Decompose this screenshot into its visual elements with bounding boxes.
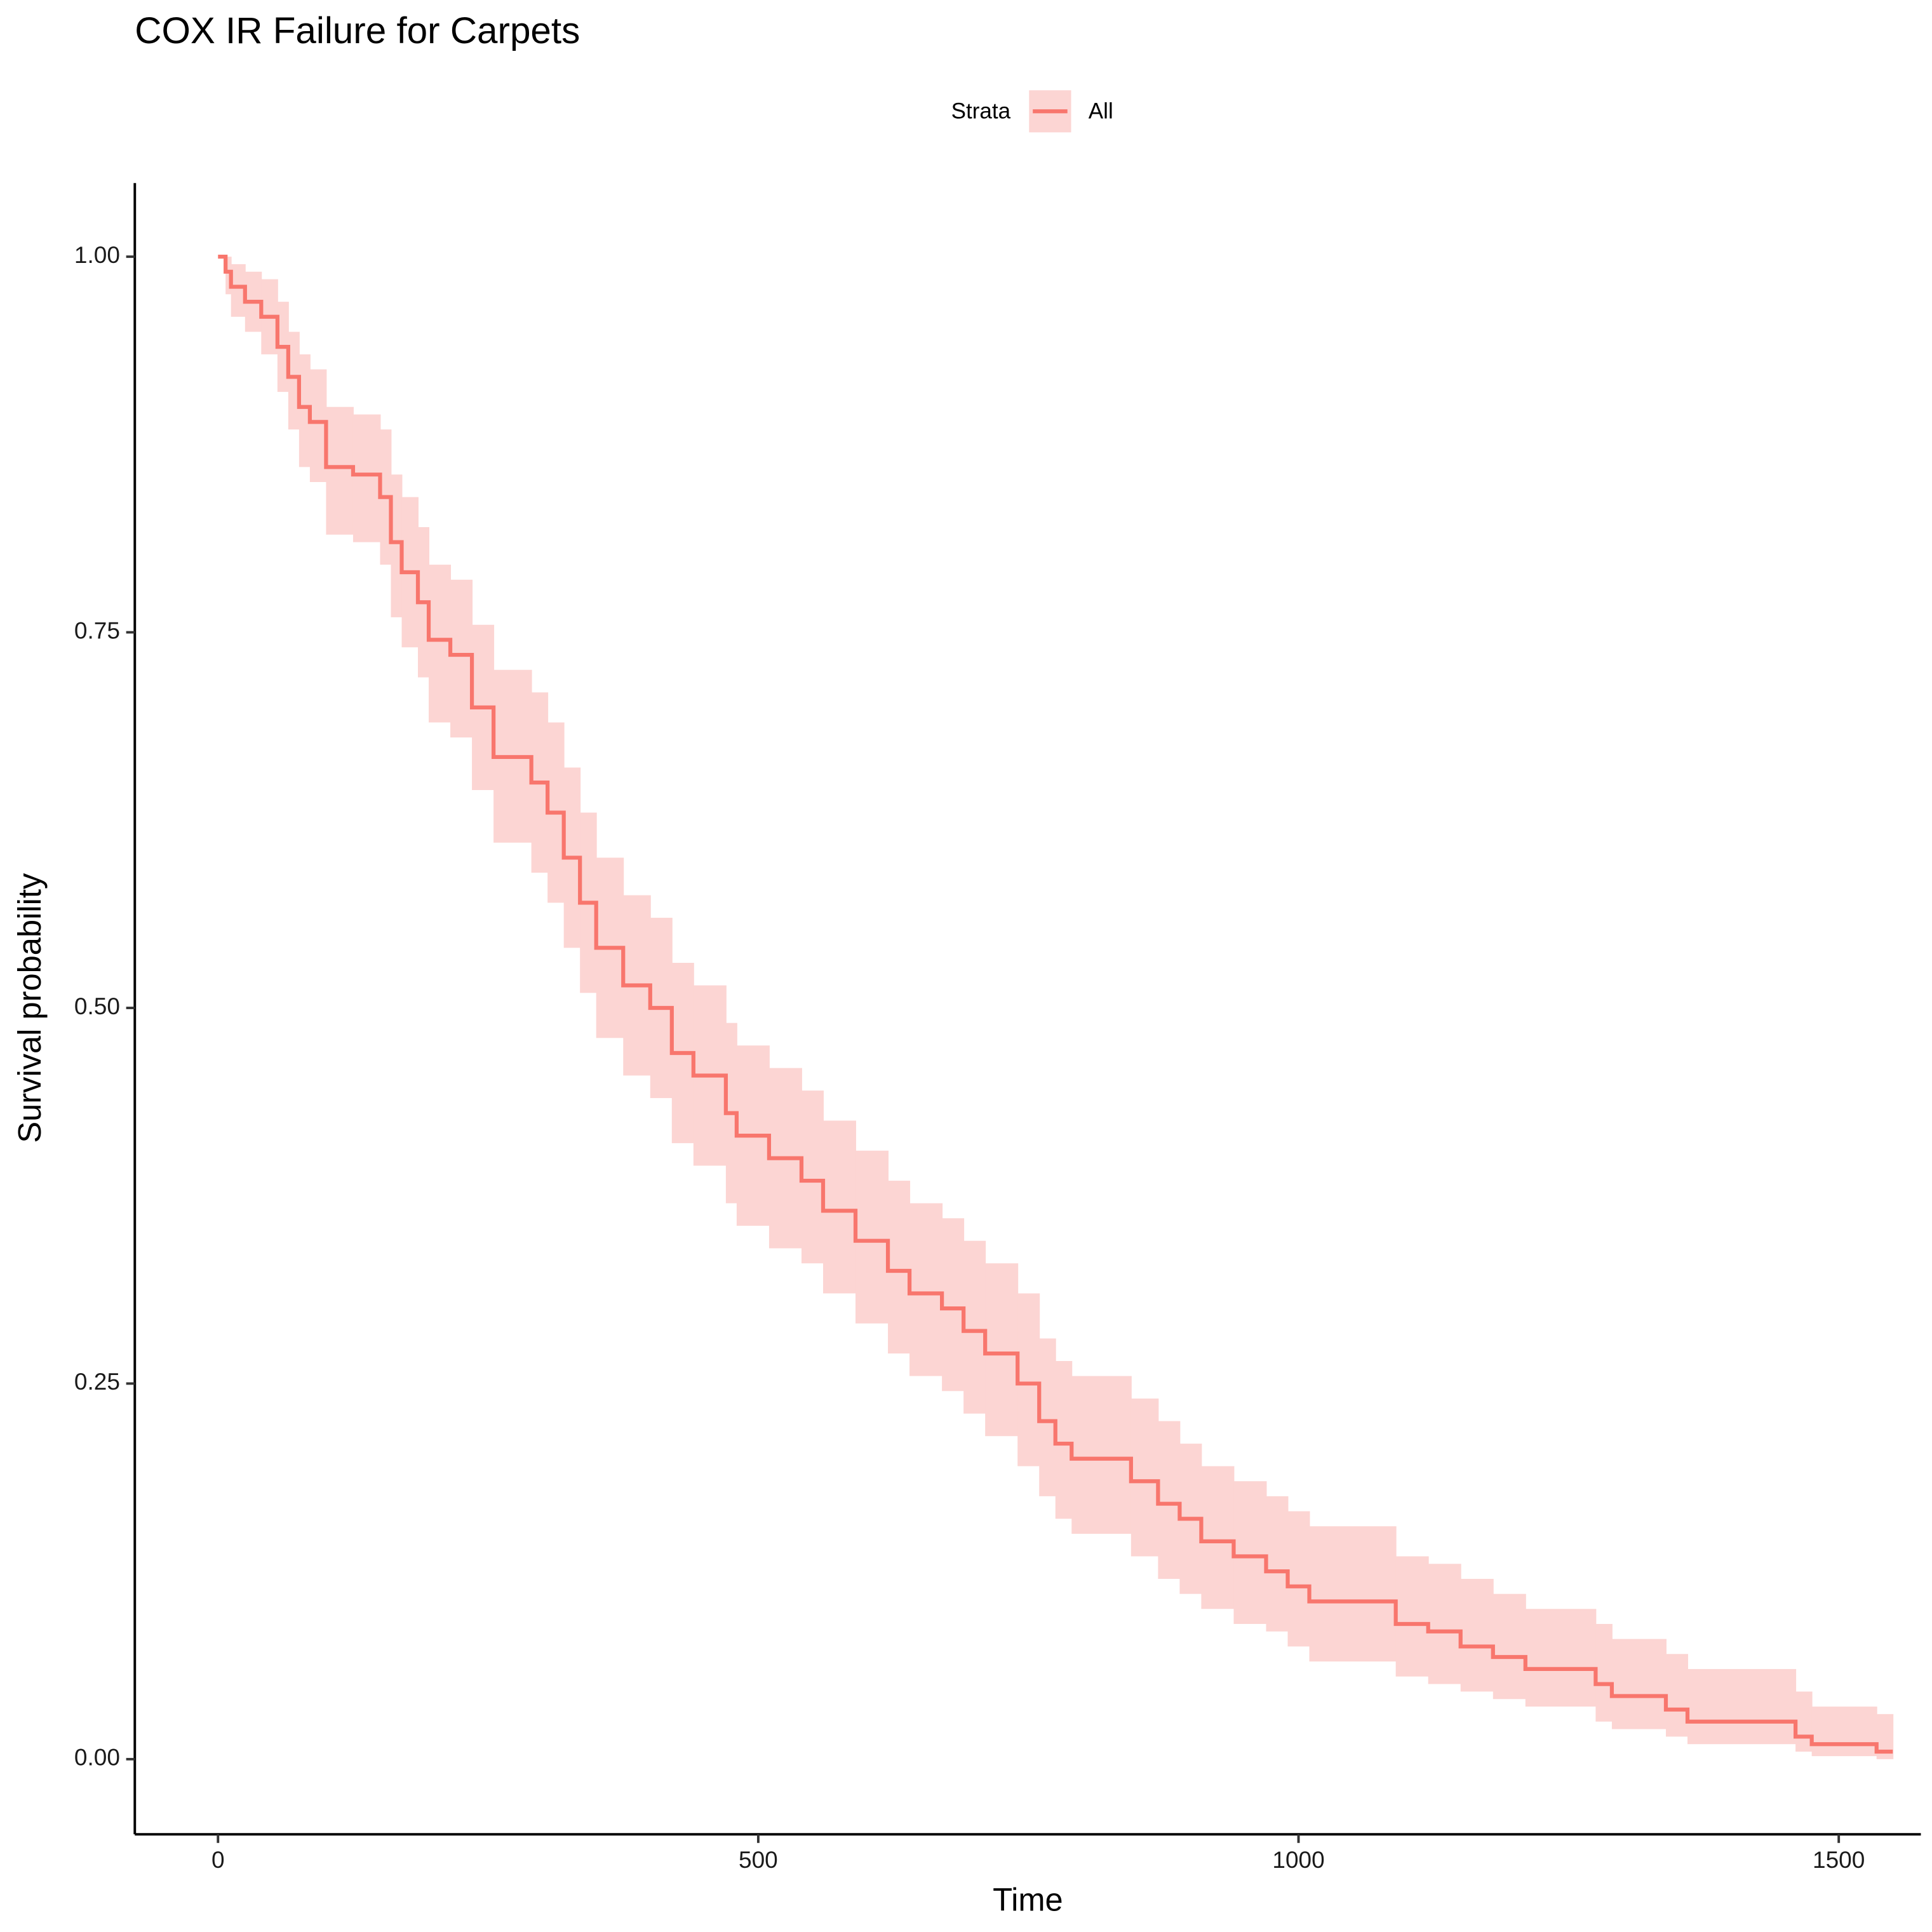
confidence-band (299, 354, 311, 467)
confidence-band (1611, 1639, 1667, 1729)
confidence-band (309, 369, 327, 483)
confidence-band (352, 414, 381, 542)
confidence-band (985, 1263, 1019, 1437)
confidence-band (1055, 1360, 1073, 1519)
confidence-band (1460, 1578, 1494, 1692)
survival-line (218, 255, 1893, 1754)
confidence-band (1493, 1593, 1526, 1700)
confidence-band (288, 332, 300, 430)
confidence-band (888, 1181, 911, 1354)
x-axis-title: Time (993, 1882, 1063, 1918)
confidence-band (1309, 1526, 1397, 1662)
confidence-band (1595, 1623, 1613, 1722)
confidence-band (225, 257, 232, 295)
confidence-band (801, 1090, 824, 1264)
y-tick-label: 0.50 (74, 993, 120, 1019)
confidence-band (429, 565, 452, 723)
confidence-band (942, 1218, 965, 1392)
confidence-band (1687, 1668, 1797, 1745)
confidence-band (326, 406, 354, 535)
x-tick-label: 500 (739, 1847, 778, 1873)
x-tick-label: 1000 (1272, 1847, 1324, 1873)
x-tick-label: 0 (211, 1847, 225, 1873)
confidence-band (1811, 1707, 1877, 1757)
confidence-band (1039, 1338, 1056, 1496)
y-tick-label: 0.00 (74, 1745, 120, 1771)
confidence-band (1795, 1691, 1813, 1752)
confidence-band (231, 264, 246, 317)
confidence-band (450, 579, 473, 738)
confidence-band (391, 474, 403, 617)
legend-label: All (1089, 98, 1113, 123)
x-tick-label: 1500 (1813, 1847, 1865, 1873)
confidence-band (1071, 1376, 1132, 1534)
confidence-band (909, 1203, 943, 1376)
confidence-band (1395, 1556, 1429, 1677)
confidence-band (1665, 1654, 1688, 1737)
confidence-band (1233, 1481, 1267, 1624)
confidence-band (963, 1240, 986, 1414)
confidence-band (1017, 1293, 1040, 1466)
confidence-band (822, 1120, 856, 1294)
confidence-band (1158, 1421, 1181, 1579)
y-tick-label: 0.75 (74, 617, 120, 643)
confidence-band (1525, 1609, 1597, 1707)
legend-title: Strata (951, 98, 1011, 123)
confidence-band (1130, 1399, 1159, 1557)
y-tick-label: 0.25 (74, 1369, 120, 1395)
confidence-band (1428, 1564, 1461, 1684)
y-axis-title: Survival probability (11, 873, 48, 1143)
chart-title: COX IR Failure for Carpets (135, 10, 580, 51)
confidence-band (1266, 1496, 1289, 1632)
y-tick-label: 1.00 (74, 242, 120, 268)
confidence-band (1287, 1511, 1310, 1647)
confidence-band (1201, 1466, 1235, 1609)
confidence-band (855, 1150, 889, 1324)
